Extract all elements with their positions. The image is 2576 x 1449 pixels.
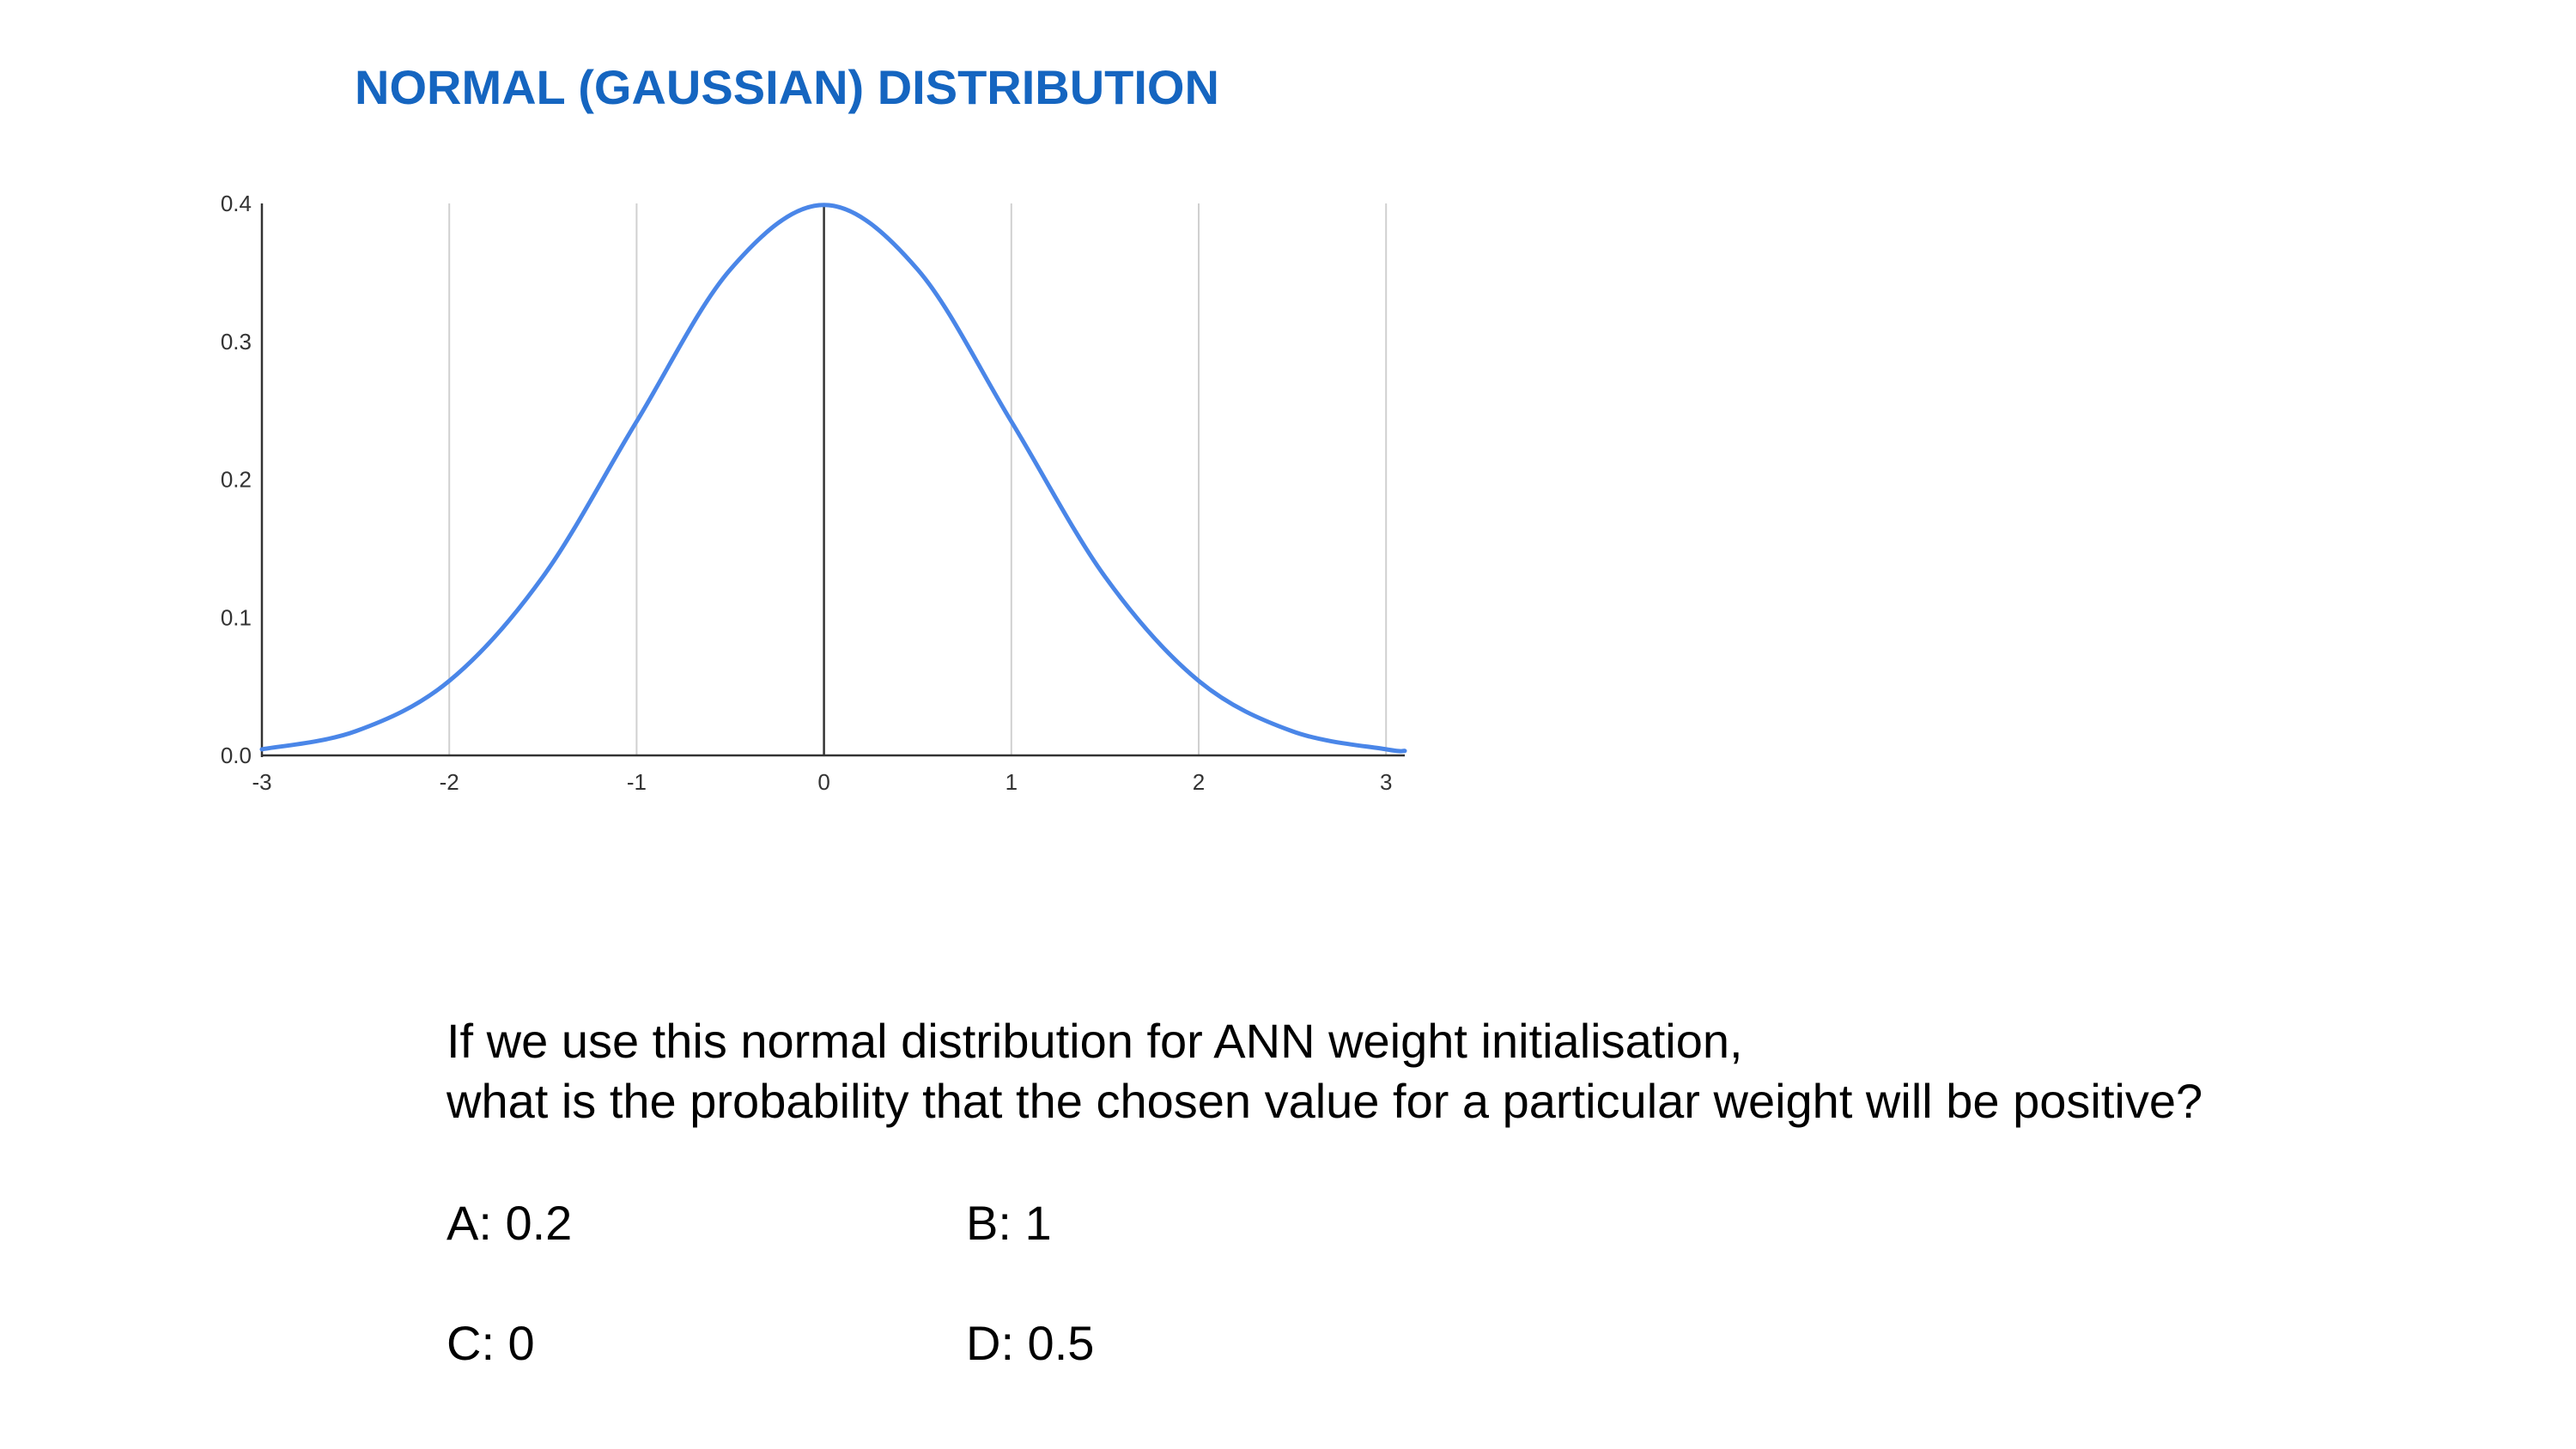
x-tick-label: -3 (252, 769, 271, 795)
y-tick-label: 0.2 (221, 467, 252, 493)
x-tick-label: -2 (440, 769, 459, 795)
chart-grid (448, 203, 1388, 755)
y-tick-label: 0.4 (221, 191, 252, 216)
answer-option-d[interactable]: D: 0.5 (966, 1316, 1095, 1370)
y-tick-label: 0.3 (221, 329, 252, 355)
y-tick-label: 0.1 (221, 604, 252, 630)
normal-curve-line (259, 203, 1407, 754)
question-line-2: what is the probability that the chosen … (447, 1074, 2203, 1128)
x-tick-label: 3 (1380, 769, 1392, 795)
x-tick-label: 1 (1005, 769, 1018, 795)
answer-option-b[interactable]: B: 1 (966, 1196, 1052, 1250)
x-tick-label: -1 (627, 769, 647, 795)
chart-axes (260, 203, 1406, 757)
answer-option-c[interactable]: C: 0 (447, 1316, 535, 1370)
y-tick-label: 0.0 (221, 743, 252, 768)
chart-tick-labels: 0.0 0.1 0.2 0.3 0.4 -3 -2 -1 0 1 2 3 (221, 191, 1393, 795)
normal-distribution-chart: 0.0 0.1 0.2 0.3 0.4 -3 -2 -1 0 1 2 3 (221, 191, 1407, 795)
slide-title: NORMAL (GAUSSIAN) DISTRIBUTION (355, 60, 1219, 114)
answer-option-a[interactable]: A: 0.2 (447, 1196, 573, 1250)
chart-series (259, 203, 1407, 754)
question-line-1: If we use this normal distribution for A… (447, 1014, 1743, 1068)
x-tick-label: 2 (1193, 769, 1205, 795)
question-text: If we use this normal distribution for A… (447, 1011, 2202, 1131)
x-tick-label: 0 (817, 769, 829, 795)
